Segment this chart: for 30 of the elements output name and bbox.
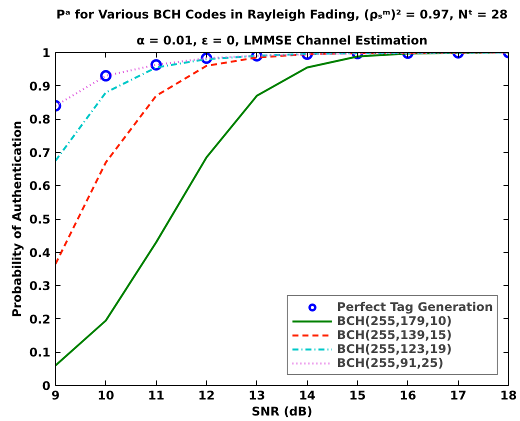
legend-label: BCH(255,139,15): [336, 328, 452, 342]
x-tick-label: 17: [450, 388, 467, 402]
x-axis-title: SNR (dB): [252, 404, 312, 418]
y-tick-label: 0.9: [29, 79, 51, 94]
x-tick-label: 12: [198, 388, 215, 402]
y-tick-label: 0.1: [29, 346, 51, 360]
x-tick-label: 14: [298, 388, 316, 402]
chart-title: Pᵃ for Various BCH Codes in Rayleigh Fading, (ρₛᵐ)² = 0.97, Nᵗ = 28: [56, 8, 508, 22]
legend-label: BCH(255,91,25): [336, 356, 444, 370]
x-tick-label: 11: [148, 388, 165, 402]
y-tick-label: 1: [42, 46, 51, 60]
y-tick-label: 0.6: [29, 179, 51, 194]
y-tick-label: 0.5: [29, 212, 51, 226]
chart-subtitle: α = 0.01, ε = 0, LMMSE Channel Estimation: [136, 34, 428, 48]
x-tick-label: 9: [51, 388, 60, 402]
y-tick-label: 0.2: [29, 312, 51, 326]
legend-label: BCH(255,179,10): [336, 314, 452, 328]
y-tick-label: 0.8: [29, 112, 51, 127]
y-tick-label: 0.4: [29, 246, 51, 260]
x-tick-label: 16: [399, 388, 416, 402]
x-tick-label: 13: [248, 388, 266, 402]
y-tick-label: 0.7: [29, 146, 51, 160]
legend-label: Perfect Tag Generation: [336, 300, 493, 314]
y-tick-label: 0: [42, 379, 51, 393]
x-tick-label: 10: [97, 388, 114, 402]
x-tick-label: 15: [349, 388, 366, 402]
y-axis-title: Probability of Authentication: [10, 120, 24, 318]
legend-label: BCH(255,123,19): [336, 342, 452, 356]
y-tick-label: 0.3: [29, 279, 51, 294]
x-tick-label: 18: [500, 388, 517, 402]
